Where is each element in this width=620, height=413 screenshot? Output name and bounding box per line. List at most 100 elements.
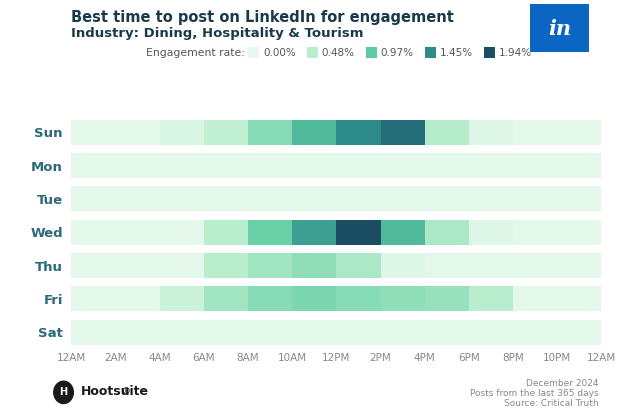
Bar bbox=[469, 320, 513, 345]
Text: 0.00%: 0.00% bbox=[263, 48, 296, 58]
Bar bbox=[381, 320, 425, 345]
Text: 0.48%: 0.48% bbox=[322, 48, 355, 58]
Bar bbox=[469, 187, 513, 211]
Bar bbox=[115, 187, 159, 211]
Bar bbox=[248, 287, 292, 311]
Bar bbox=[557, 220, 601, 245]
Bar bbox=[292, 187, 336, 211]
Bar bbox=[115, 320, 159, 345]
Text: Posts from the last 365 days: Posts from the last 365 days bbox=[470, 389, 598, 398]
Bar bbox=[71, 220, 115, 245]
Bar bbox=[557, 253, 601, 278]
Text: December 2024: December 2024 bbox=[526, 379, 598, 388]
Bar bbox=[248, 220, 292, 245]
Bar bbox=[336, 153, 381, 178]
Bar bbox=[425, 220, 469, 245]
Bar bbox=[204, 253, 248, 278]
Bar bbox=[115, 153, 159, 178]
Bar bbox=[248, 120, 292, 145]
Bar bbox=[336, 287, 381, 311]
Bar bbox=[425, 320, 469, 345]
Bar bbox=[292, 287, 336, 311]
Bar bbox=[557, 153, 601, 178]
Bar bbox=[248, 253, 292, 278]
Bar bbox=[159, 253, 204, 278]
Bar bbox=[513, 320, 557, 345]
Bar bbox=[513, 253, 557, 278]
Bar bbox=[71, 153, 115, 178]
Bar bbox=[292, 120, 336, 145]
Bar bbox=[292, 253, 336, 278]
Bar bbox=[292, 153, 336, 178]
Circle shape bbox=[54, 381, 73, 404]
Bar bbox=[336, 253, 381, 278]
Bar bbox=[336, 187, 381, 211]
Bar bbox=[336, 320, 381, 345]
Bar bbox=[159, 320, 204, 345]
Bar bbox=[336, 220, 381, 245]
Bar bbox=[381, 220, 425, 245]
Bar bbox=[248, 187, 292, 211]
Bar bbox=[292, 220, 336, 245]
Bar bbox=[425, 253, 469, 278]
Bar bbox=[381, 287, 425, 311]
Text: Hootsuite: Hootsuite bbox=[81, 385, 149, 398]
Bar bbox=[159, 153, 204, 178]
Bar bbox=[248, 153, 292, 178]
Bar bbox=[557, 320, 601, 345]
Bar bbox=[513, 187, 557, 211]
Text: 1.94%: 1.94% bbox=[498, 48, 531, 58]
Bar bbox=[204, 120, 248, 145]
Bar bbox=[159, 187, 204, 211]
Text: Industry: Dining, Hospitality & Tourism: Industry: Dining, Hospitality & Tourism bbox=[71, 27, 364, 40]
Bar bbox=[71, 253, 115, 278]
Text: Engagement rate:: Engagement rate: bbox=[146, 48, 244, 58]
Bar bbox=[115, 287, 159, 311]
Bar bbox=[381, 187, 425, 211]
Bar bbox=[469, 153, 513, 178]
Bar bbox=[159, 120, 204, 145]
Text: ®: ® bbox=[122, 387, 131, 396]
Bar bbox=[513, 220, 557, 245]
Bar bbox=[292, 320, 336, 345]
Bar bbox=[159, 287, 204, 311]
Bar bbox=[204, 287, 248, 311]
Bar bbox=[513, 120, 557, 145]
Bar bbox=[71, 120, 115, 145]
Bar bbox=[336, 120, 381, 145]
Bar bbox=[557, 287, 601, 311]
Bar bbox=[159, 220, 204, 245]
Bar bbox=[513, 287, 557, 311]
Bar bbox=[425, 187, 469, 211]
Bar bbox=[425, 287, 469, 311]
Bar bbox=[248, 320, 292, 345]
Bar bbox=[425, 153, 469, 178]
Bar bbox=[381, 153, 425, 178]
Bar bbox=[469, 287, 513, 311]
Text: Source: Critical Truth: Source: Critical Truth bbox=[503, 399, 598, 408]
Bar bbox=[115, 220, 159, 245]
Bar bbox=[204, 187, 248, 211]
Bar bbox=[381, 120, 425, 145]
Bar bbox=[71, 320, 115, 345]
Bar bbox=[381, 253, 425, 278]
Bar bbox=[204, 320, 248, 345]
Text: 0.97%: 0.97% bbox=[381, 48, 414, 58]
Bar bbox=[115, 253, 159, 278]
Bar bbox=[513, 153, 557, 178]
Text: 1.45%: 1.45% bbox=[440, 48, 472, 58]
Bar bbox=[71, 287, 115, 311]
Bar bbox=[557, 120, 601, 145]
Bar bbox=[425, 120, 469, 145]
Text: H: H bbox=[60, 387, 68, 397]
Bar bbox=[115, 120, 159, 145]
Bar bbox=[469, 220, 513, 245]
Bar bbox=[557, 187, 601, 211]
Text: Best time to post on LinkedIn for engagement: Best time to post on LinkedIn for engage… bbox=[71, 10, 454, 25]
Bar bbox=[469, 253, 513, 278]
Bar bbox=[204, 220, 248, 245]
Bar bbox=[469, 120, 513, 145]
FancyBboxPatch shape bbox=[526, 1, 593, 55]
Bar bbox=[71, 187, 115, 211]
Text: in: in bbox=[548, 19, 571, 39]
